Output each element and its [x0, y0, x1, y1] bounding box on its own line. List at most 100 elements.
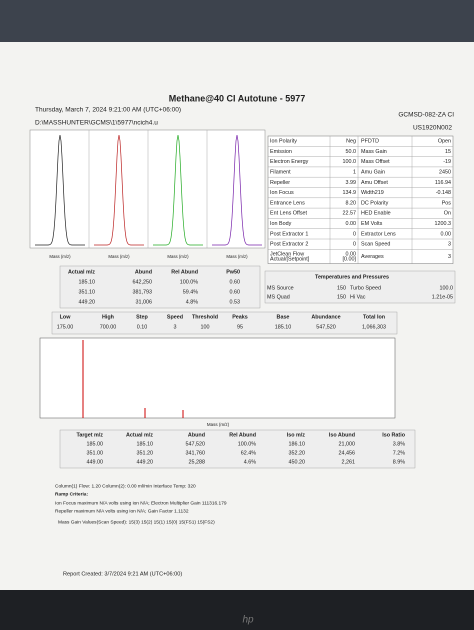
iso-cell: 24,456 — [339, 450, 356, 456]
param-value: 134.9 — [343, 190, 357, 196]
param-value: 100.0 — [343, 159, 357, 165]
iso-cell: 25,288 — [189, 459, 206, 465]
scan-cell: 547,520 — [316, 324, 336, 330]
peaks-cell: 351.10 — [79, 289, 96, 295]
temps-title: Temperatures and Pressures — [315, 274, 389, 280]
param-label: Actual/[Setpoint] — [270, 257, 310, 263]
tune-peak — [35, 134, 85, 246]
param-value: 0 — [353, 231, 356, 237]
report-created: Report Created: 3/7/2024 9:21 AM (UTC+06… — [63, 571, 182, 577]
peaks-header: Rel Abund — [171, 269, 198, 275]
scan-cell: 1,066,303 — [362, 324, 386, 330]
param-label: PFDTD — [361, 139, 379, 145]
peaks-cell: 381,793 — [133, 289, 153, 295]
iso-header: Rel Abund — [229, 432, 256, 438]
param-label: Mass Offset — [361, 159, 390, 165]
param-value: Pos — [442, 200, 452, 206]
spectrum-axis-label: Mass (m/z) — [207, 422, 230, 427]
param-value: 3 — [448, 254, 451, 260]
scan-header: Threshold — [192, 314, 218, 320]
instrument: GCMSD-082-ZA CI — [398, 112, 454, 119]
peaks-cell: 0.53 — [230, 299, 241, 305]
peaks-header: Pw50 — [226, 269, 240, 275]
param-value: 1200.3 — [435, 221, 452, 227]
temps-label: Hi Vac — [350, 294, 366, 300]
scan-header: Base — [277, 314, 290, 320]
param-label: Post Extractor 2 — [270, 242, 308, 248]
param-value: 0.00 — [346, 251, 357, 257]
tune-axis-label: Mass (m/z) — [226, 254, 248, 259]
param-label: Amu Offset — [361, 180, 388, 186]
peaks-cell: 642,250 — [133, 279, 153, 285]
scan-header: Step — [136, 314, 148, 320]
iso-cell: 185.10 — [137, 441, 154, 447]
temps-label: Turbo Speed — [350, 285, 381, 291]
param-value: 0 — [353, 242, 356, 248]
temps-frame — [264, 270, 456, 304]
param-label: Amu Gain — [361, 169, 385, 175]
tune-axis-label: Mass (m/z) — [167, 254, 189, 259]
scan-cell: 175.00 — [57, 324, 74, 330]
temps-value: 100.0 — [440, 285, 454, 291]
scan-frame — [51, 311, 398, 335]
report-title: Methane@40 CI Autotune - 5977 — [169, 93, 305, 103]
param-value: 3.99 — [346, 180, 357, 186]
temps-value: 150 — [337, 285, 346, 291]
param-value: 0.00 — [346, 221, 357, 227]
param-value: 8.20 — [346, 200, 357, 206]
serial: US1920N002 — [413, 125, 452, 132]
param-label: Ion Polarity — [270, 139, 297, 145]
iso-cell: 449.20 — [137, 459, 154, 465]
spectrum-frame — [39, 337, 396, 419]
tune-peak — [153, 134, 203, 246]
param-value: Neg — [346, 139, 356, 145]
param-value: 116.94 — [435, 180, 451, 186]
peaks-header: Actual m/z — [68, 269, 95, 275]
scan-header: High — [102, 314, 114, 320]
iso-cell: 351.20 — [137, 450, 154, 456]
peaks-cell: 449.20 — [79, 299, 96, 305]
param-value: 3 — [448, 242, 451, 248]
peaks-cell: 31,006 — [136, 299, 153, 305]
tune-axis-label: Mass (m/z) — [108, 254, 130, 259]
method-path: D:\MASSHUNTER\GCMS\1\5977\ncich4.u — [35, 120, 158, 127]
peaks-header: Abund — [135, 269, 152, 275]
scan-header: Total Ion — [363, 314, 385, 320]
iso-cell: 351.00 — [87, 450, 104, 456]
param-value: On — [444, 211, 451, 217]
tune-peak — [212, 134, 262, 246]
param-label: Entrance Lens — [270, 200, 305, 206]
temps-label: MS Quad — [267, 294, 290, 300]
iso-frame — [59, 429, 416, 469]
iso-cell: 450.20 — [289, 459, 306, 465]
note: Ion Focus maximum N/A volts using ion N/… — [55, 500, 227, 506]
iso-header: Abund — [188, 432, 205, 438]
iso-cell: 352.20 — [289, 450, 306, 456]
param-label: JetClean Flow — [270, 251, 304, 257]
parameters-frame — [267, 135, 454, 264]
temps-value: 1.21e-05 — [432, 294, 453, 300]
param-label: Repeller — [270, 180, 290, 186]
tune-peak — [94, 134, 144, 246]
param-value: 1 — [353, 169, 356, 175]
note: Ramp Criteria: — [55, 491, 88, 497]
logo: hp — [242, 615, 254, 626]
iso-cell: 7.2% — [393, 450, 405, 456]
param-value: Open — [438, 139, 451, 145]
param-label: Width219 — [361, 190, 384, 196]
param-value: 15 — [445, 149, 451, 155]
scan-header: Peaks — [232, 314, 248, 320]
scan-cell: 95 — [237, 324, 243, 330]
param-label: Scan Speed — [361, 242, 390, 248]
tune-plot-frame — [29, 129, 266, 249]
iso-header: Iso Abund — [329, 432, 355, 438]
tune-axis-label: Mass (m/z) — [49, 254, 71, 259]
param-label: Emission — [270, 149, 292, 155]
peaks-cell: 185.10 — [79, 279, 96, 285]
temps-value: 150 — [337, 294, 346, 300]
peaks-cell: 100.0% — [180, 279, 198, 285]
tune-plot — [29, 129, 266, 249]
param-label: Mass Gain — [361, 149, 387, 155]
iso-cell: 449.00 — [87, 459, 104, 465]
scan-cell: 0.10 — [137, 324, 148, 330]
